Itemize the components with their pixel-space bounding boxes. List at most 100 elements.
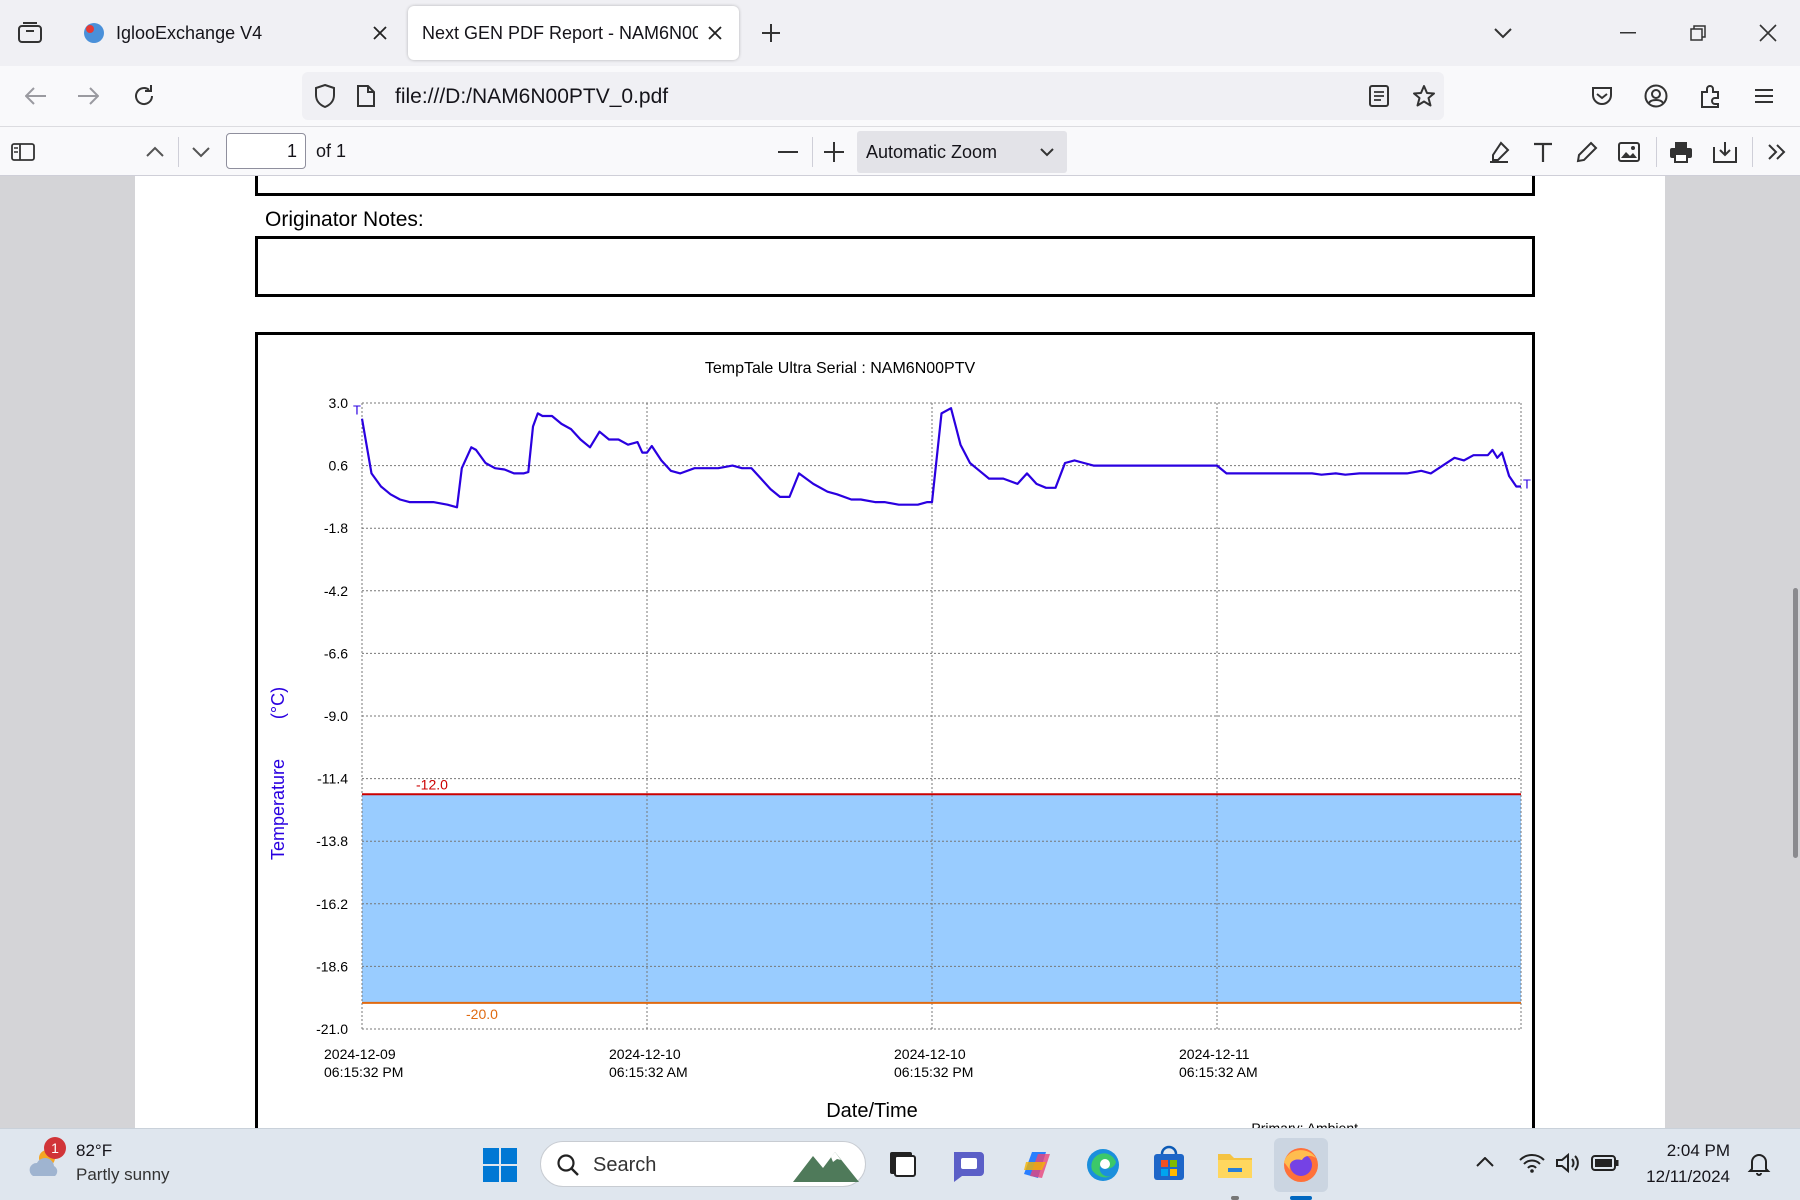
x-axis-label: Date/Time — [826, 1100, 918, 1122]
next-page-icon[interactable] — [186, 137, 216, 167]
toolbar-separator — [1656, 137, 1657, 167]
wifi-icon[interactable] — [1518, 1149, 1546, 1177]
y-axis-unit: (°C) — [268, 687, 288, 719]
chart-footer-label: Primary: Ambient — [1251, 1120, 1358, 1128]
taskbar-search[interactable]: Search — [540, 1141, 866, 1187]
y-tick-label: -21.0 — [316, 1021, 348, 1037]
shield-icon[interactable] — [312, 83, 338, 109]
tab-title: IglooExchange V4 — [116, 22, 263, 43]
x-tick-label-date: 2024-12-09 — [324, 1046, 396, 1062]
weather-description[interactable]: Partly sunny — [76, 1165, 170, 1184]
series-start-marker: T — [353, 403, 361, 418]
notifications-icon[interactable] — [1744, 1149, 1774, 1179]
tab-pdf-report[interactable]: Next GEN PDF Report - NAM6N00P — [408, 6, 739, 60]
bookmark-star-icon[interactable] — [1410, 82, 1438, 110]
vertical-scrollbar[interactable] — [1793, 588, 1798, 858]
y-tick-label: 3.0 — [329, 395, 349, 411]
y-tick-label: -6.6 — [324, 645, 348, 661]
series-end-marker: T — [1523, 476, 1531, 491]
file-icon — [354, 83, 378, 109]
task-view-icon[interactable] — [877, 1140, 927, 1190]
close-tab-icon[interactable] — [366, 19, 394, 47]
lower-limit-label: -20.0 — [466, 1006, 498, 1022]
more-tools-icon[interactable] — [1762, 137, 1792, 167]
zoom-in-icon[interactable] — [818, 137, 850, 167]
zoom-select-value: Automatic Zoom — [866, 142, 998, 162]
tab-list-icon[interactable] — [14, 18, 46, 48]
y-tick-label: -9.0 — [324, 708, 348, 724]
previous-page-icon[interactable] — [140, 137, 170, 167]
save-download-icon[interactable] — [1710, 137, 1740, 167]
y-tick-label: -11.4 — [317, 771, 348, 787]
toolbar-separator — [812, 137, 813, 167]
acceptable-range-band — [362, 794, 1521, 1003]
restore-icon[interactable] — [1682, 18, 1714, 48]
x-tick-label-time: 06:15:32 AM — [609, 1064, 688, 1080]
draw-icon[interactable] — [1572, 137, 1602, 167]
close-window-icon[interactable] — [1752, 18, 1784, 48]
clock-time[interactable]: 2:04 PM — [1666, 1141, 1730, 1160]
firefox-icon[interactable] — [1274, 1138, 1328, 1200]
page-count: of 1 — [316, 141, 347, 161]
y-tick-label: 0.6 — [329, 458, 349, 474]
new-tab-icon[interactable] — [756, 18, 786, 48]
microsoft-store-icon[interactable] — [1144, 1140, 1194, 1190]
y-tick-label: -4.2 — [324, 583, 348, 599]
x-tick-label-time: 06:15:32 PM — [324, 1064, 403, 1080]
pdf-viewer[interactable]: Originator Notes: 3.0 0.6 -1.8 -4.2 -6.6 -9.0… — [0, 176, 1800, 1128]
close-tab-icon[interactable] — [701, 19, 729, 47]
sidebar-toggle-icon[interactable] — [8, 137, 38, 167]
clock-date[interactable]: 12/11/2024 — [1646, 1167, 1730, 1186]
account-icon[interactable] — [1640, 80, 1672, 112]
chevron-down-icon — [1039, 145, 1055, 159]
search-label: Search — [593, 1154, 657, 1176]
y-tick-label: -1.8 — [324, 520, 348, 536]
pocket-icon[interactable] — [1586, 80, 1618, 112]
forward-arrow-icon[interactable] — [72, 80, 104, 112]
y-tick-label: -16.2 — [316, 896, 348, 912]
toolbar-separator — [178, 137, 179, 167]
temperature-chart: 3.0 0.6 -1.8 -4.2 -6.6 -9.0 -11.4 -13.8 -16.2 -18… — [268, 360, 1531, 1128]
volume-icon[interactable] — [1554, 1149, 1582, 1177]
extensions-icon[interactable] — [1694, 80, 1726, 112]
x-tick-label-date: 2024-12-10 — [894, 1046, 966, 1062]
zoom-select[interactable]: Automatic Zoom — [857, 131, 1067, 173]
pdf-toolbar: 1 of 1 Automatic Zoom — [0, 126, 1800, 176]
copilot-icon[interactable] — [1012, 1140, 1062, 1190]
highlight-icon[interactable] — [1484, 137, 1514, 167]
windows-taskbar: 1 82°F Partly sunny Search — [0, 1128, 1800, 1200]
print-icon[interactable] — [1666, 137, 1696, 167]
battery-icon[interactable] — [1590, 1149, 1620, 1177]
x-tick-label-date: 2024-12-10 — [609, 1046, 681, 1062]
chevron-down-icon[interactable] — [1488, 18, 1518, 48]
url-text[interactable]: file:///D:/NAM6N00PTV_0.pdf — [395, 85, 669, 108]
x-tick-label-time: 06:15:32 PM — [894, 1064, 973, 1080]
pdf-page: Originator Notes: 3.0 0.6 -1.8 -4.2 -6.6 -9.0… — [135, 176, 1665, 1128]
menu-icon[interactable] — [1748, 80, 1780, 112]
y-tick-label: -13.8 — [316, 833, 348, 849]
reload-icon[interactable] — [128, 80, 160, 112]
image-icon[interactable] — [1614, 137, 1644, 167]
teams-chat-icon[interactable] — [944, 1140, 994, 1190]
reader-view-icon[interactable] — [1366, 83, 1392, 109]
weather-temperature[interactable]: 82°F — [76, 1141, 113, 1160]
page-number-input[interactable]: 1 — [226, 133, 306, 169]
minimize-icon[interactable] — [1612, 18, 1644, 48]
file-explorer-icon[interactable] — [1210, 1140, 1260, 1200]
back-arrow-icon[interactable] — [20, 80, 52, 112]
zoom-out-icon[interactable] — [772, 137, 804, 167]
previous-section-box — [255, 176, 1535, 196]
text-tool-icon[interactable] — [1528, 137, 1558, 167]
y-tick-label: -18.6 — [316, 958, 348, 974]
igloo-favicon-icon — [82, 21, 106, 45]
windows-start-icon[interactable] — [478, 1143, 522, 1187]
edge-browser-icon[interactable] — [1078, 1140, 1128, 1190]
show-hidden-icons-chevron-icon[interactable] — [1472, 1149, 1498, 1175]
chart-title: TempTale Ultra Serial : NAM6N00PTV — [705, 360, 976, 377]
upper-limit-label: -12.0 — [416, 776, 448, 792]
tab-iglooexchange[interactable]: IglooExchange V4 — [68, 6, 404, 60]
x-tick-label-time: 06:15:32 AM — [1179, 1064, 1258, 1080]
tab-title: Next GEN PDF Report - NAM6N00P — [422, 22, 698, 43]
temperature-series-line — [360, 407, 1521, 509]
address-bar[interactable]: file:///D:/NAM6N00PTV_0.pdf — [302, 72, 1444, 120]
